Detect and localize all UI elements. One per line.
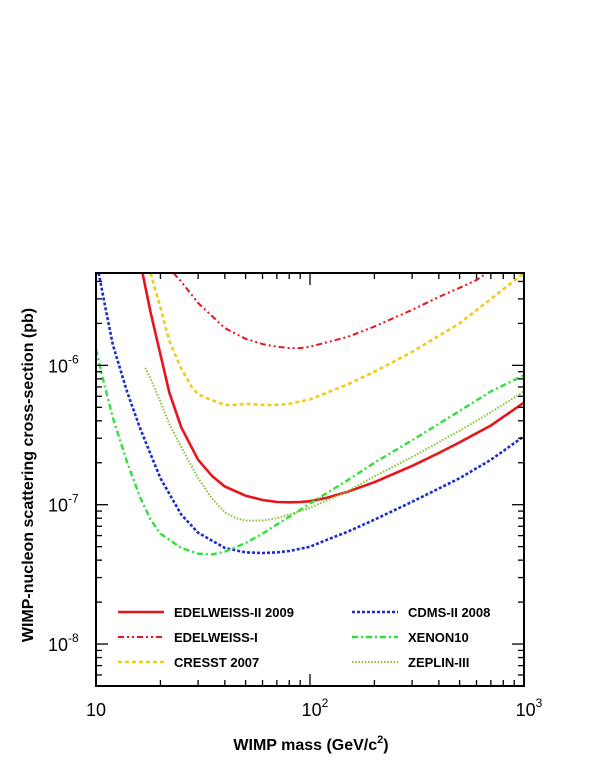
legend-label: XENON10 xyxy=(408,630,469,645)
x-axis-title: WIMP mass (GeV/c2) xyxy=(233,734,388,754)
series-xenon10-line xyxy=(96,349,524,556)
y-tick-label-exp: -7 xyxy=(68,492,79,506)
series-cdms-ii-2008-line xyxy=(97,273,524,555)
y-tick-label: 10-8 xyxy=(48,631,79,655)
y-axis-title: WIMP-nucleon scattering cross-section (p… xyxy=(20,308,37,642)
x-tick-label: 102 xyxy=(302,696,329,720)
x-axis-title-main: WIMP mass (GeV/c xyxy=(233,737,377,754)
legend-label: EDELWEISS-II 2009 xyxy=(174,605,294,620)
y-tick-label: 10-7 xyxy=(48,492,79,516)
x-tick-label-base: 10 xyxy=(86,700,106,720)
curves-layer xyxy=(96,273,524,556)
x-axis-title-sup: 2 xyxy=(377,734,383,746)
legend-label: ZEPLIN-III xyxy=(408,655,469,670)
x-tick-label-base: 10 xyxy=(516,700,536,720)
series-cresst-2007-line xyxy=(149,273,524,407)
x-tick-label-base: 10 xyxy=(302,700,322,720)
y-tick-label-exp: -8 xyxy=(68,631,79,645)
y-tick-label: 10-6 xyxy=(48,352,79,376)
x-axis-title-end: ) xyxy=(383,737,388,754)
y-tick-label-base: 10 xyxy=(48,356,68,376)
legend-label: CDMS-II 2008 xyxy=(408,605,490,620)
y-tick-label-exp: -6 xyxy=(68,352,79,366)
y-tick-label-base: 10 xyxy=(48,496,68,516)
x-tick-label: 10 xyxy=(86,700,106,720)
legend-label: EDELWEISS-I xyxy=(174,630,258,645)
ticks-layer xyxy=(95,273,525,687)
y-tick-label-base: 10 xyxy=(48,635,68,655)
x-tick-label: 103 xyxy=(516,696,543,720)
legend-label: CRESST 2007 xyxy=(174,655,259,670)
legend: EDELWEISS-II 2009 EDELWEISS-I CRESST 2007 C… xyxy=(118,605,490,670)
x-tick-label-exp: 3 xyxy=(536,696,543,710)
x-tick-label-exp: 2 xyxy=(322,696,329,710)
series-edelweiss-ii-2009-line xyxy=(141,273,524,504)
series-edelweiss-i-line xyxy=(172,273,488,350)
series-zeplin-iii-line xyxy=(144,367,524,522)
